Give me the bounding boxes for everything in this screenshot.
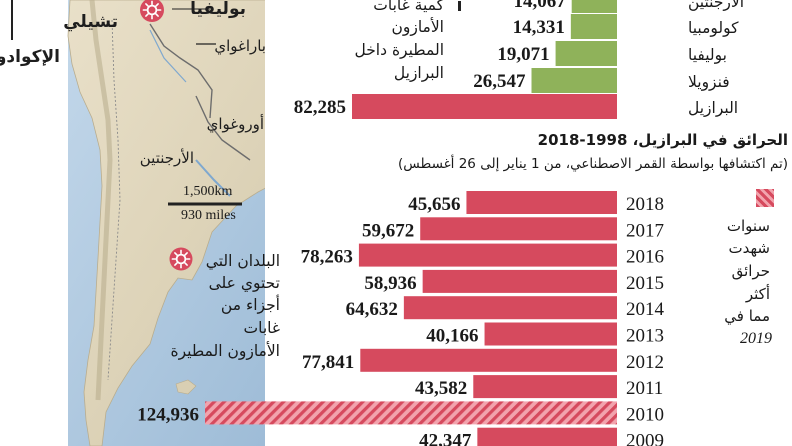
year-label-2013: 2013 xyxy=(626,326,664,347)
top-note-line-4: البرازيل xyxy=(393,64,444,82)
bar-value-2010: 124,936 xyxy=(137,404,199,425)
andes-ridge xyxy=(89,0,113,401)
hatch-legend-line-5: مما في xyxy=(724,307,770,325)
top-bar-category-4: فنزويلا xyxy=(688,73,730,92)
top-bar-5 xyxy=(352,94,617,119)
hatch-legend-line-1: سنوات xyxy=(726,217,770,235)
bar-2009 xyxy=(477,427,617,446)
rio-de-la-plata xyxy=(195,159,231,197)
top-bar-category-1: الأرجنتين xyxy=(688,0,744,11)
bar-value-2015: 58,936 xyxy=(364,273,416,294)
sea-left-band xyxy=(0,0,68,446)
top-bar-value-4: 26,547 xyxy=(473,71,526,92)
map-label-uruguay: أوروغواي xyxy=(206,115,264,133)
bar-2012 xyxy=(360,348,617,372)
top-bar-value-1: 14,067 xyxy=(513,0,566,12)
map-label-ecuador: الإكوادور xyxy=(0,47,60,67)
year-label-2017: 2017 xyxy=(626,220,664,241)
bar-value-2018: 45,656 xyxy=(408,194,460,215)
top-note-line-3: المطيرة داخل xyxy=(354,41,444,59)
hatch-legend-swatch xyxy=(756,189,774,207)
flower-icon xyxy=(169,247,193,271)
map-legend-line-3: أجزاء من xyxy=(220,296,280,314)
scale-km-label: 1,500km xyxy=(183,184,233,199)
year-label-2014: 2014 xyxy=(626,299,665,320)
year-label-2015: 2015 xyxy=(626,273,664,294)
bar-2011 xyxy=(473,375,617,399)
year-label-2018: 2018 xyxy=(626,194,664,215)
bar-value-2011: 43,582 xyxy=(415,378,467,399)
top-note-line-1: كمية غابات xyxy=(373,0,444,14)
top-bar-2 xyxy=(570,14,617,39)
hatch-legend-line-3: حرائق xyxy=(731,262,770,280)
top-bar-1 xyxy=(571,0,617,13)
bar-value-2009: 42,347 xyxy=(419,431,472,446)
bar-2015 xyxy=(422,269,617,293)
note-bullet xyxy=(458,1,461,11)
border-chile-argentina xyxy=(107,19,121,381)
year-label-2011: 2011 xyxy=(626,378,663,399)
bottom-chart-subtitle: (تم اكتشافها بواسطة القمر الاصطناعي، من … xyxy=(398,156,788,172)
bar-2013 xyxy=(484,322,617,346)
year-label-2012: 2012 xyxy=(626,352,664,373)
map-legend-line-4: غابات xyxy=(243,319,280,337)
border-argentina-brazil xyxy=(195,95,251,161)
top-bar-category-2: كولومبيا xyxy=(688,19,739,37)
map-label-bolivia: بوليفيا xyxy=(190,0,246,19)
top-bar-3 xyxy=(555,41,617,66)
paraguay-river xyxy=(149,29,187,83)
map-legend-line-2: تحتوي على xyxy=(208,274,280,292)
bolivia-flower-icon xyxy=(140,0,164,22)
bar-2017 xyxy=(420,217,617,241)
top-bar-value-5: 82,285 xyxy=(294,97,346,118)
year-label-2016: 2016 xyxy=(626,247,664,268)
year-label-2010: 2010 xyxy=(626,404,664,425)
map-label-argentina: الأرجنتين xyxy=(139,149,194,167)
border-bolivia-paraguay xyxy=(149,23,213,119)
top-note-line-2: الأمازون xyxy=(391,18,444,36)
top-bar-category-5: البرازيل xyxy=(688,99,738,117)
falkland-islands xyxy=(175,379,197,395)
map-label-chile: تشيلي xyxy=(63,12,118,32)
year-label-2009: 2009 xyxy=(626,431,664,446)
top-bar-category-3: بوليفيا xyxy=(688,46,727,64)
scale-miles-label: 930 miles xyxy=(181,208,236,223)
top-bar-4 xyxy=(531,68,617,93)
south-america-map xyxy=(0,0,265,446)
map-legend-line-1: البلدان التي xyxy=(205,252,280,270)
bar-value-2012: 77,841 xyxy=(302,352,354,373)
top-bar-value-3: 19,071 xyxy=(497,44,549,65)
hatch-legend-line-2: شهدت xyxy=(728,239,770,257)
map-label-paraguay: باراغواي xyxy=(214,37,266,55)
bar-2010 xyxy=(205,401,617,425)
bar-value-2017: 59,672 xyxy=(362,220,414,241)
continent-land xyxy=(67,0,265,446)
bar-2018 xyxy=(466,191,617,214)
map-legend-line-5: الأمازون المطيرة xyxy=(170,342,280,360)
top-bar-value-2: 14,331 xyxy=(513,17,565,38)
bar-2016 xyxy=(358,243,617,267)
bottom-chart-title: الحرائق في البرازيل، 1998-2018 xyxy=(537,131,788,149)
bar-value-2014: 64,632 xyxy=(346,299,398,320)
bar-value-2013: 40,166 xyxy=(426,326,478,347)
hatch-legend-line-4: أكثر xyxy=(745,285,770,303)
bar-2014 xyxy=(403,296,617,320)
hatch-legend-line-6: 2019 xyxy=(740,330,772,347)
bar-value-2016: 78,263 xyxy=(301,247,353,268)
